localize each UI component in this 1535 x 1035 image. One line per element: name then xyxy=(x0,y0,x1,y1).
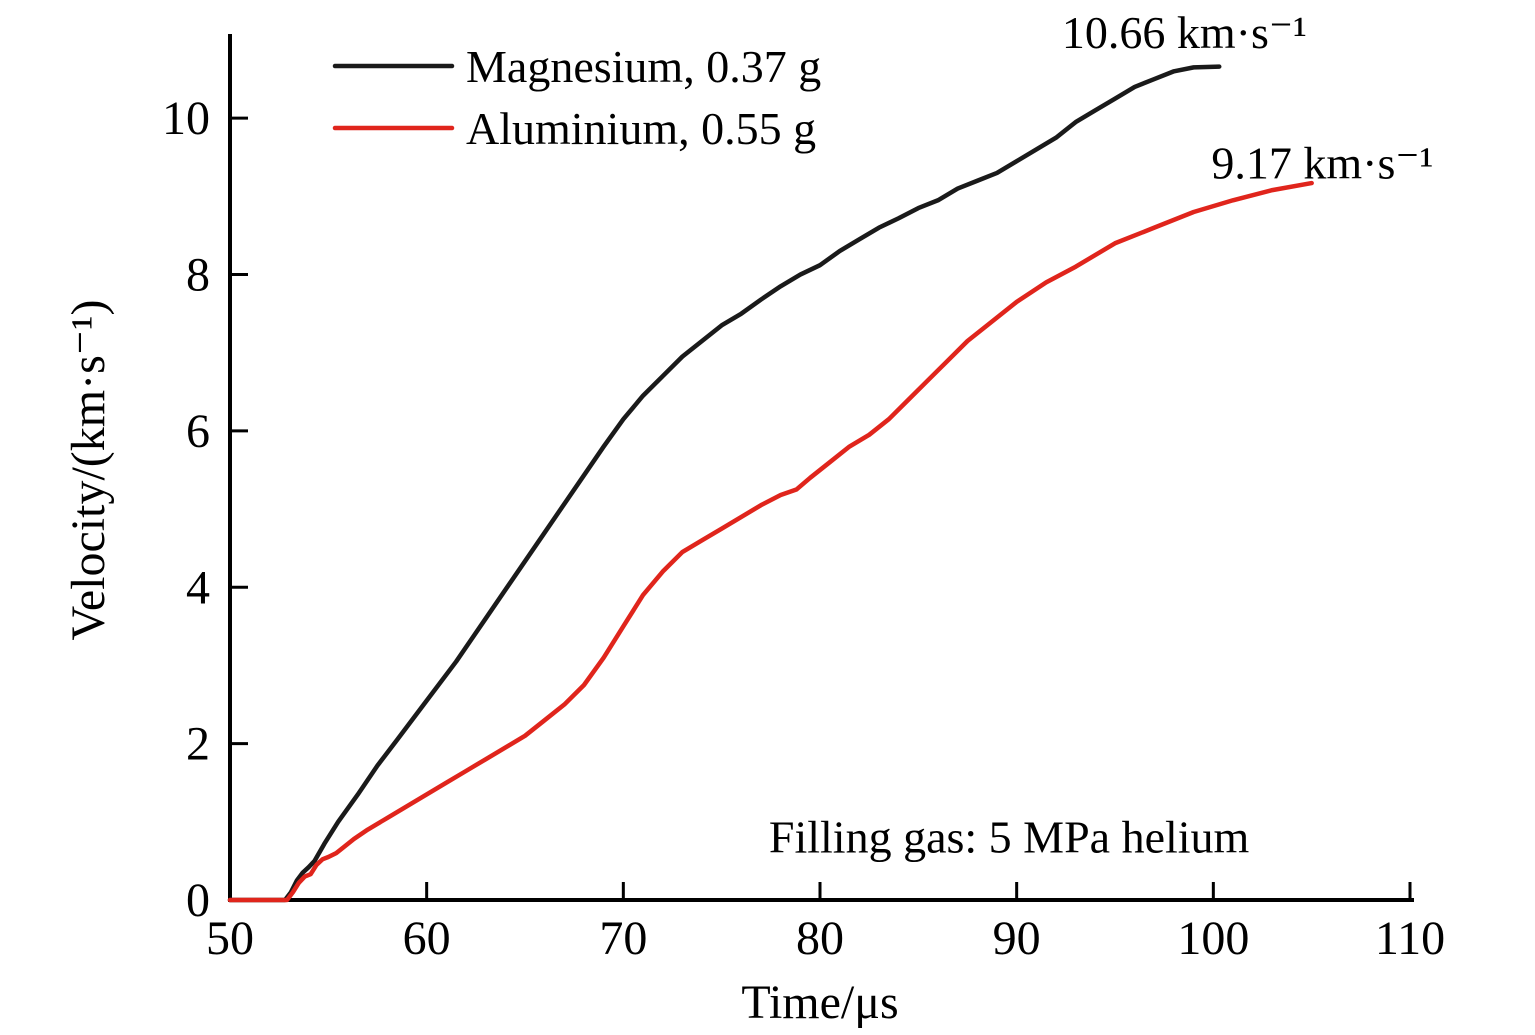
x-tick-label: 110 xyxy=(1375,912,1445,965)
legend-label-magnesium: Magnesium, 0.37 g xyxy=(466,41,821,92)
x-tick-label: 60 xyxy=(403,912,451,965)
legend-label-aluminium: Aluminium, 0.55 g xyxy=(466,103,816,154)
annotation-aluminium-final-velocity: 9.17 km·s⁻¹ xyxy=(1211,137,1433,188)
aluminium-curve xyxy=(227,180,1314,903)
annotation-magnesium-final-velocity: 10.66 km·s⁻¹ xyxy=(1062,7,1307,58)
legend: Magnesium, 0.37 g Aluminium, 0.55 g xyxy=(332,41,821,154)
y-tick-label: 4 xyxy=(186,561,210,614)
magnesium-curve xyxy=(227,64,1222,903)
x-tick-label: 80 xyxy=(796,912,844,965)
x-tick-label: 50 xyxy=(206,912,254,965)
y-tick-label: 0 xyxy=(186,874,210,927)
x-tick-label: 100 xyxy=(1177,912,1249,965)
y-tick-label: 6 xyxy=(186,405,210,458)
y-tick-label: 8 xyxy=(186,249,210,302)
x-tick-label: 70 xyxy=(599,912,647,965)
x-axis-label: Time/μs xyxy=(741,976,898,1029)
y-tick-label: 10 xyxy=(162,92,210,145)
y-axis-label: Velocity/(km·s⁻¹) xyxy=(62,300,115,641)
y-tick-label: 2 xyxy=(186,718,210,771)
annotation-filling-gas: Filling gas: 5 MPa helium xyxy=(769,811,1250,862)
axes: 50 60 70 80 90 100 110 0 2 4 6 8 10 xyxy=(162,34,1445,965)
x-tick-label: 90 xyxy=(993,912,1041,965)
